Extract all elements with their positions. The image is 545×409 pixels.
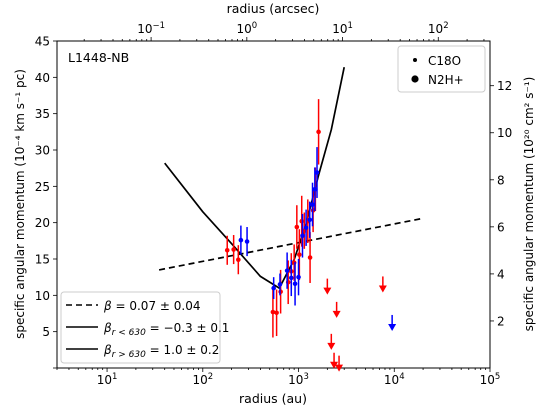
y-tick-label: 45: [35, 35, 50, 49]
legend-label-n2h: N2H+: [428, 73, 464, 87]
right-y-tick-label: 12: [497, 79, 512, 93]
blue-data-point: [271, 285, 276, 291]
x-axis-label: radius (au): [239, 391, 307, 406]
x-tick-label: 103: [288, 372, 309, 387]
red-upper-limit-arrow: [330, 361, 339, 369]
blue-data-point: [284, 268, 290, 273]
right-y-tick-label: 4: [497, 267, 505, 281]
blue-data-point: [238, 237, 244, 243]
legend-beta-outer-value: = 1.0 ± 0.2: [146, 343, 220, 357]
right-y-tick-label: 2: [497, 314, 505, 328]
legend-beta-symbol: β: [103, 299, 112, 313]
y-axis-label: specific angular momentum (10⁻⁴ km s⁻¹ p…: [13, 69, 27, 339]
top-tick-label: 102: [428, 21, 449, 36]
blue-upper-limit-arrow: [388, 323, 397, 331]
panel-label: L1448-NB: [68, 50, 129, 65]
red-data-point: [297, 252, 302, 257]
blue-data-point: [310, 202, 315, 207]
legend-beta-inner-symbol: β: [103, 321, 112, 335]
y-tick-label: 20: [35, 216, 50, 230]
marker-legend-box: [397, 45, 486, 93]
top-tick-label: 100: [236, 21, 257, 36]
red-data-point: [270, 309, 276, 315]
legend-beta-outer-symbol: β: [103, 343, 112, 357]
right-y-tick-label: 6: [497, 220, 505, 234]
red-data-point: [316, 129, 321, 135]
x-tick-label: 101: [97, 372, 118, 387]
y-tick-label: 40: [35, 71, 50, 85]
blue-data-point: [314, 170, 320, 175]
line-legend-box: [60, 291, 221, 364]
blue-data-point: [288, 275, 294, 281]
red-data-point: [231, 247, 236, 252]
y-tick-label: 15: [35, 253, 50, 267]
legend-beta-value: = 0.07 ± 0.04: [112, 299, 201, 313]
red-data-point: [224, 247, 230, 253]
legend-marker-large-dot: [411, 75, 419, 83]
legend-text-beta-outer: βr > 630 = 1.0 ± 0.2: [103, 343, 219, 360]
blue-data-point: [292, 281, 298, 287]
red-upper-limit-arrow: [323, 287, 332, 295]
red-data-point: [299, 218, 305, 224]
red-upper-limit-arrow: [332, 310, 341, 318]
y-tick-label: 30: [35, 144, 50, 158]
fit-line-dashed: [158, 217, 424, 271]
x-tick-label: 102: [192, 372, 213, 387]
legend-text-beta-inner: βr < 630 = −0.3 ± 0.1: [103, 321, 229, 338]
blue-data-point: [244, 239, 250, 244]
blue-data-point: [312, 186, 318, 192]
legend-label-c18o: C18O: [428, 54, 461, 68]
red-upper-limit-arrow: [327, 342, 336, 350]
legend-text-beta: β = 0.07 ± 0.04: [103, 299, 200, 313]
data-points: [224, 99, 321, 338]
top-tick-label: 101: [332, 21, 353, 36]
red-data-point: [294, 224, 300, 230]
red-upper-limit-arrow: [378, 285, 387, 293]
blue-data-point: [277, 282, 283, 287]
marker-legend: C18O N2H+: [397, 45, 486, 93]
y-tick-label: 35: [35, 107, 50, 121]
red-data-point: [274, 310, 279, 316]
right-y-tick-label: 8: [497, 173, 505, 187]
x-tick-label: 104: [384, 372, 405, 387]
blue-data-point: [296, 274, 301, 280]
line-legend: β = 0.07 ± 0.04 βr < 630 = −0.3 ± 0.1 βr…: [60, 291, 229, 364]
y-tick-label: 25: [35, 180, 50, 194]
x-tick-label: 105: [480, 372, 501, 387]
legend-beta-outer-sub: r > 630: [112, 350, 146, 360]
legend-beta-inner-sub: r < 630: [112, 328, 146, 338]
blue-data-point: [300, 233, 305, 239]
blue-data-point: [307, 217, 313, 223]
top-axis-label: radius (arcsec): [227, 1, 320, 16]
red-data-point: [236, 257, 241, 263]
upper-limits: [323, 276, 397, 372]
red-upper-limit-arrow: [335, 364, 344, 372]
legend-marker-small-dot: [413, 58, 417, 62]
y-tick-label: 5: [42, 325, 50, 339]
red-data-point: [307, 255, 313, 260]
blue-data-point: [303, 225, 309, 231]
axis-ticks: [53, 37, 494, 372]
right-y-tick-label: 10: [497, 126, 512, 140]
right-y-axis-label: specific angular momentum (10²⁰ cm² s⁻¹): [522, 77, 536, 332]
legend-beta-inner-value: = −0.3 ± 0.1: [146, 321, 230, 335]
y-tick-label: 10: [35, 289, 50, 303]
top-tick-label: 10−1: [137, 21, 165, 36]
